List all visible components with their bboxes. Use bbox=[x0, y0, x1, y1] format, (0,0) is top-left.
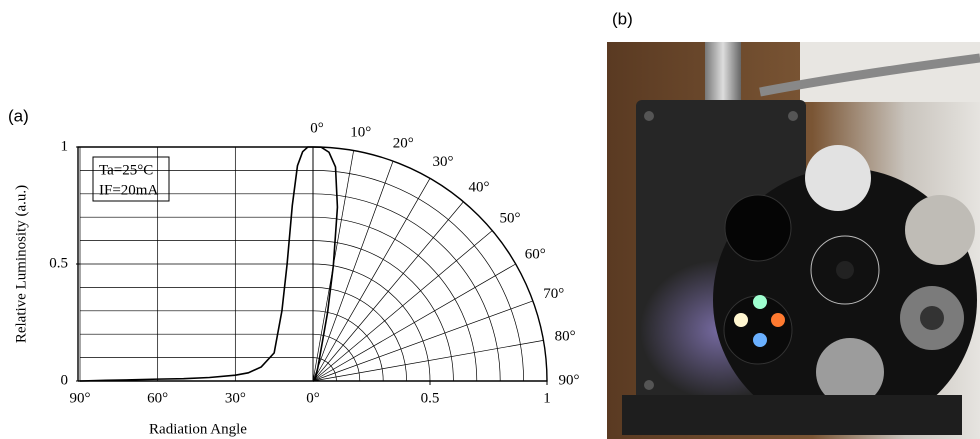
angle-tick-label: 0° bbox=[310, 120, 324, 136]
angle-tick-label: 40° bbox=[468, 179, 489, 195]
angle-tick-label: 80° bbox=[555, 329, 576, 345]
x-tick-label: 90° bbox=[70, 390, 91, 406]
r-tick-label: 0.5 bbox=[421, 390, 440, 406]
angle-tick-label: 90° bbox=[559, 372, 580, 388]
y-axis-label: Relative Luminosity (a.u.) bbox=[13, 185, 29, 343]
x-tick-label: 60° bbox=[147, 390, 168, 406]
polar-grid-spoke bbox=[312, 201, 464, 382]
polar-grid-arc bbox=[312, 310, 384, 382]
curve bbox=[79, 146, 313, 382]
polar-grid-arc bbox=[312, 193, 501, 382]
polar-grid-arc bbox=[312, 357, 337, 382]
panel-label: (b) bbox=[612, 9, 633, 28]
y-tick-label: 0.5 bbox=[49, 255, 68, 271]
annotation: IF=20mA bbox=[99, 182, 158, 198]
x-tick-label: 30° bbox=[225, 390, 246, 406]
x-tick-label: 0° bbox=[306, 390, 320, 406]
polar-grid-arc bbox=[312, 216, 478, 382]
polar-grid-spoke bbox=[312, 160, 394, 382]
panel-label: (a) bbox=[8, 106, 29, 125]
polar-grid-spoke bbox=[312, 263, 516, 382]
x-axis-label: Radiation Angle bbox=[149, 421, 247, 437]
polar-grid-spoke bbox=[312, 340, 544, 382]
polar-grid-arc bbox=[312, 263, 431, 382]
angle-tick-label: 50° bbox=[500, 210, 521, 226]
polar-grid-arc bbox=[312, 287, 407, 382]
angle-tick-label: 70° bbox=[543, 286, 564, 302]
polar-grid-arc bbox=[312, 240, 454, 382]
polar-curve bbox=[312, 146, 339, 382]
polar-grid-spoke bbox=[312, 178, 431, 382]
polar-grid-spoke bbox=[312, 300, 534, 382]
polar-grid-arc bbox=[312, 170, 524, 382]
y-tick-label: 1 bbox=[61, 138, 69, 154]
polar-grid-spoke bbox=[312, 230, 493, 382]
angle-tick-label: 20° bbox=[393, 136, 414, 152]
angle-tick-label: 10° bbox=[350, 124, 371, 140]
angle-tick-label: 30° bbox=[433, 154, 454, 170]
angle-tick-label: 60° bbox=[525, 246, 546, 262]
frame bbox=[77, 146, 548, 382]
photo bbox=[607, 42, 980, 439]
r-tick-label: 1 bbox=[543, 390, 551, 406]
y-tick-label: 0 bbox=[61, 372, 69, 388]
